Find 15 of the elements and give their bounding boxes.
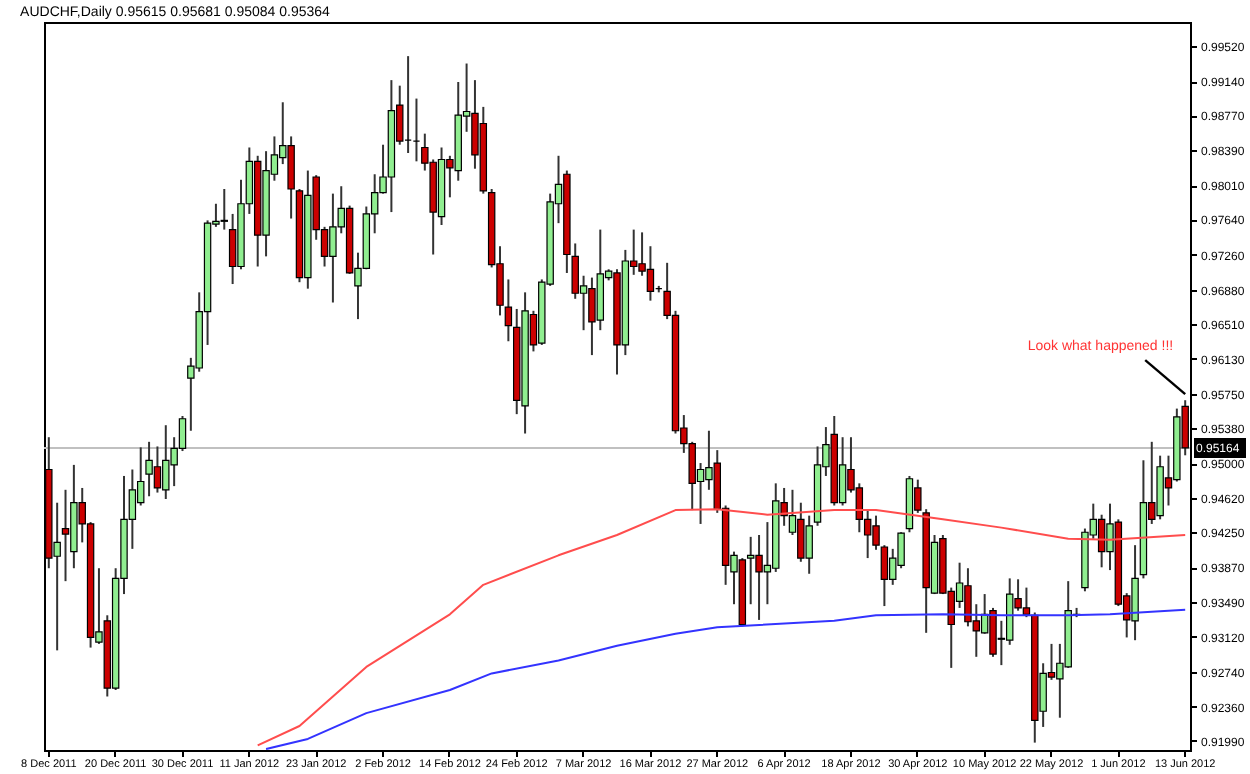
candlestick [220,188,229,231]
candlestick [805,514,813,575]
candlestick [1131,544,1139,642]
candlestick [153,445,162,494]
candlestick [145,440,153,498]
candlestick [596,228,605,332]
candlestick [412,97,421,163]
line-series [265,608,1187,750]
candlestick [329,192,337,304]
candlestick [746,535,755,606]
candlestick [1005,577,1014,646]
candlestick [162,424,170,501]
candlestick [646,245,655,302]
candlestick [61,488,70,583]
candlestick [838,436,847,507]
